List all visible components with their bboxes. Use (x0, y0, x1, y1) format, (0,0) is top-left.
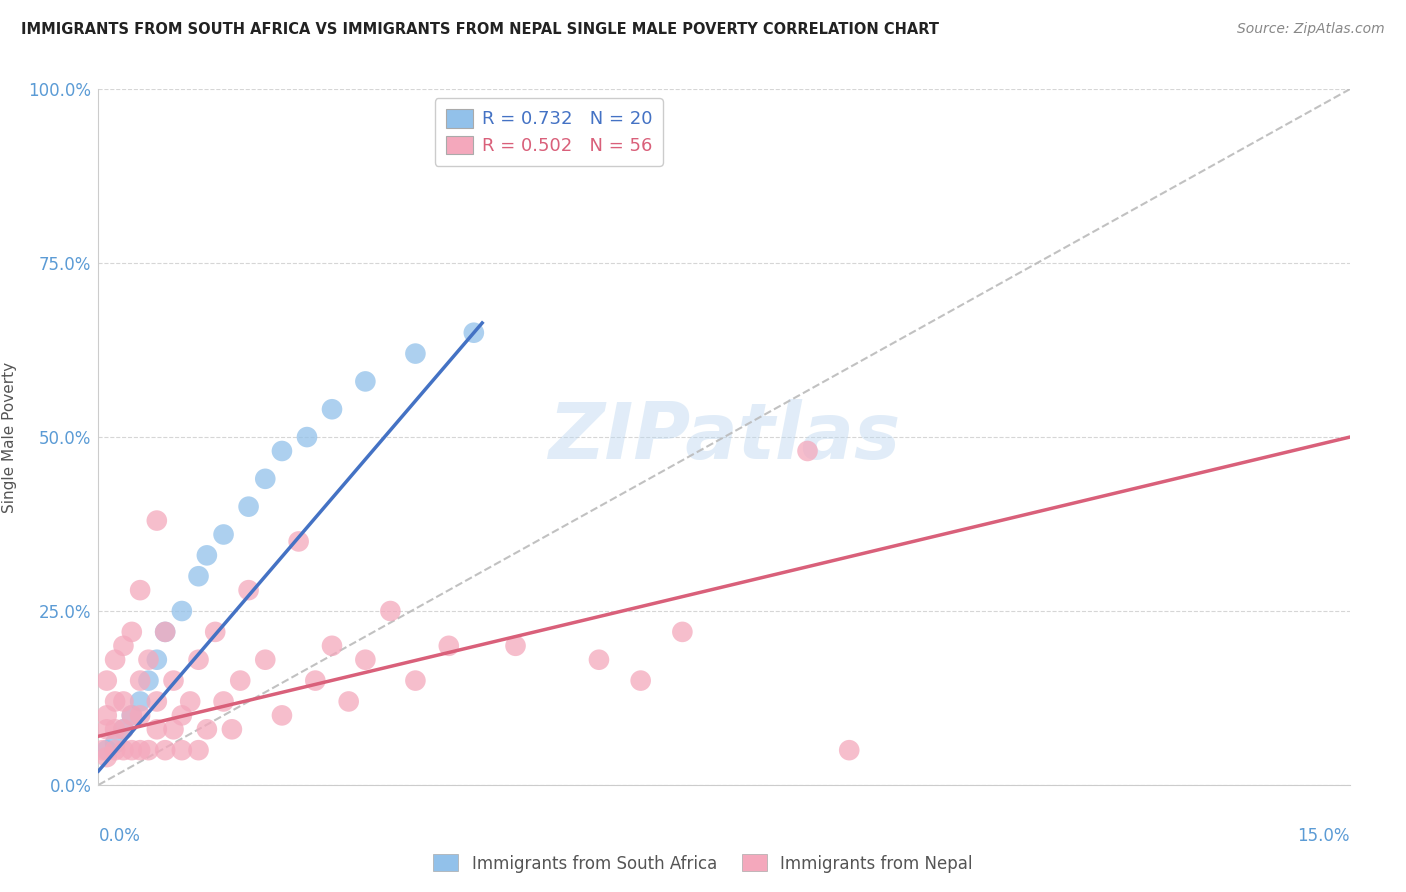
Point (96, 673, 118, 688)
Point (170, 604, 193, 618)
Text: 0.0%: 0.0% (98, 827, 141, 845)
Point (588, 653, 610, 667)
Point (129, 673, 152, 688)
Point (146, 694, 169, 708)
Point (838, 743, 860, 757)
Point (104, 694, 127, 708)
Point (254, 472, 277, 486)
Point (96, 743, 118, 757)
Point (96, 750, 118, 764)
Text: 15.0%: 15.0% (1298, 827, 1350, 845)
Point (204, 624, 226, 639)
Point (437, 639, 460, 653)
Point (229, 673, 252, 688)
Point (170, 743, 193, 757)
Point (121, 624, 143, 639)
Point (796, 444, 818, 458)
Point (212, 527, 235, 541)
Point (129, 708, 152, 723)
Point (104, 736, 127, 750)
Legend: Immigrants from South Africa, Immigrants from Nepal: Immigrants from South Africa, Immigrants… (426, 847, 980, 880)
Point (153, 624, 176, 639)
Point (112, 743, 135, 757)
Point (195, 549, 218, 563)
Point (121, 708, 143, 723)
Point (112, 694, 135, 708)
Point (354, 375, 377, 389)
Point (321, 402, 343, 417)
Point (129, 694, 152, 708)
Point (112, 723, 135, 737)
Point (121, 743, 143, 757)
Text: Source: ZipAtlas.com: Source: ZipAtlas.com (1237, 22, 1385, 37)
Point (187, 743, 209, 757)
Point (121, 708, 143, 723)
Point (187, 653, 209, 667)
Point (187, 569, 209, 583)
Point (463, 326, 485, 340)
Point (153, 624, 176, 639)
Text: ZIPatlas: ZIPatlas (548, 399, 900, 475)
Legend: R = 0.732   N = 20, R = 0.502   N = 56: R = 0.732 N = 20, R = 0.502 N = 56 (434, 98, 664, 166)
Point (505, 639, 527, 653)
Point (170, 708, 193, 723)
Point (304, 673, 326, 688)
Point (96, 723, 118, 737)
Point (162, 723, 184, 737)
Point (162, 673, 184, 688)
Point (287, 534, 309, 549)
Point (146, 514, 169, 528)
Point (129, 583, 152, 598)
Point (91, 743, 114, 757)
Point (238, 500, 260, 514)
Point (404, 673, 426, 688)
Point (671, 624, 693, 639)
Point (104, 723, 127, 737)
Point (129, 743, 152, 757)
Point (104, 743, 127, 757)
Point (112, 639, 135, 653)
Point (195, 723, 218, 737)
Point (238, 583, 260, 598)
Point (380, 604, 402, 618)
Point (96, 708, 118, 723)
Text: IMMIGRANTS FROM SOUTH AFRICA VS IMMIGRANTS FROM NEPAL SINGLE MALE POVERTY CORREL: IMMIGRANTS FROM SOUTH AFRICA VS IMMIGRAN… (21, 22, 939, 37)
Point (179, 694, 201, 708)
Point (138, 653, 160, 667)
Point (295, 430, 318, 444)
Point (354, 653, 377, 667)
Point (146, 723, 169, 737)
Point (321, 639, 343, 653)
Point (254, 653, 277, 667)
Point (404, 346, 426, 360)
Point (146, 653, 169, 667)
Point (337, 694, 360, 708)
Point (630, 673, 652, 688)
Point (271, 444, 294, 458)
Point (112, 723, 135, 737)
Point (104, 653, 127, 667)
Point (221, 723, 243, 737)
Point (271, 708, 294, 723)
Point (138, 673, 160, 688)
Point (153, 743, 176, 757)
Point (212, 694, 235, 708)
Point (138, 743, 160, 757)
Y-axis label: Single Male Poverty: Single Male Poverty (3, 361, 17, 513)
